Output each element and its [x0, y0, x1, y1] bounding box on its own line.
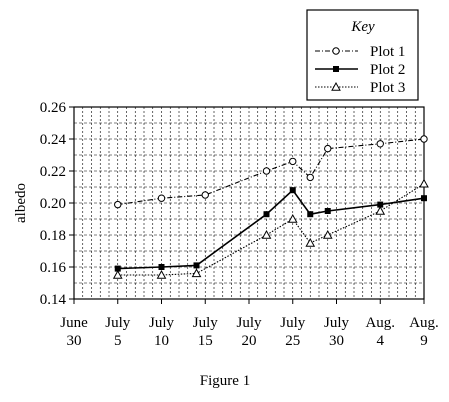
- x-tick-label-day: 5: [114, 333, 122, 349]
- plot-1-point: [114, 200, 122, 209]
- legend: Key Plot 1 Plot 2 Plot 3: [306, 9, 419, 101]
- plot-3-point: [261, 229, 272, 239]
- y-axis-label: albedo: [13, 183, 29, 223]
- x-tick-label-month: July: [324, 315, 350, 331]
- x-tick-label-month: Aug.: [365, 315, 395, 331]
- y-tick-label: 0.26: [40, 100, 67, 116]
- plot-3-point: [112, 269, 123, 279]
- plot-1-point: [289, 157, 297, 166]
- legend-plot-2-marker: [333, 66, 339, 72]
- plot-2-point: [289, 187, 296, 194]
- x-tick-label-day: 30: [67, 333, 82, 349]
- plot-1-point: [157, 194, 166, 202]
- plot-2-point: [421, 195, 427, 202]
- x-tick-label-month: July: [149, 315, 175, 331]
- plot-2-point: [193, 262, 200, 269]
- legend-plot-2-label: Plot 2: [370, 62, 405, 78]
- x-tick-label-day: 15: [198, 333, 213, 349]
- x-tick-label-day: 10: [154, 333, 169, 349]
- plot-3-point: [375, 205, 386, 215]
- plot-1-point: [262, 167, 271, 175]
- plot-2-point: [377, 201, 384, 208]
- legend-box: [306, 9, 419, 101]
- x-tick-label-day: 4: [377, 333, 385, 349]
- plot-3-point: [322, 229, 333, 239]
- plot-1-point: [306, 173, 314, 182]
- y-tick-label: 0.22: [40, 164, 66, 180]
- legend-title: Key: [350, 19, 375, 35]
- plot-3-point: [156, 269, 167, 279]
- legend-plot-3-label: Plot 3: [370, 80, 405, 96]
- plot-1-point: [324, 144, 332, 153]
- plot-3-point: [191, 268, 202, 278]
- x-tick-label-month: July: [236, 315, 262, 331]
- plot-1-point: [376, 140, 384, 148]
- plot-2-point: [307, 211, 314, 218]
- x-tick-label-month: July: [193, 315, 219, 331]
- series-lines: [112, 135, 429, 279]
- legend-plot-3-marker: [331, 81, 341, 91]
- plot-3-point: [287, 213, 298, 223]
- x-tick-label-day: 30: [329, 333, 344, 349]
- figure-caption: Figure 1: [200, 373, 250, 389]
- legend-plot-1-marker: [332, 47, 340, 55]
- y-tick-label: 0.14: [40, 292, 67, 308]
- plot-2-point: [114, 265, 121, 272]
- y-tick-label: 0.18: [40, 228, 66, 244]
- plot-1-point: [201, 191, 209, 199]
- plot-2-point: [324, 208, 331, 214]
- plot-1-point: [420, 135, 428, 143]
- plot-2-point: [263, 211, 270, 218]
- legend-plot-1-label: Plot 1: [370, 44, 405, 60]
- plot-3-point: [305, 237, 316, 247]
- x-tick-label-month: July: [280, 315, 306, 331]
- grid: [74, 107, 424, 299]
- axis-ticks: 0.14 0.16 0.18 0.20 0.22 0.24 0.26 June 30 July 5 J…: [40, 100, 439, 349]
- y-tick-label: 0.16: [40, 260, 67, 276]
- plot-1-line: [117, 138, 425, 206]
- x-tick-label-day: 9: [420, 333, 428, 349]
- x-tick-label-day: 25: [285, 333, 300, 349]
- x-tick-label-month: Aug.: [409, 315, 439, 331]
- y-tick-label: 0.24: [40, 132, 67, 148]
- y-tick-label: 0.20: [40, 196, 66, 212]
- plot-2-point: [158, 264, 165, 270]
- plot-3-point: [419, 178, 429, 188]
- x-tick-label-month: June: [60, 315, 88, 331]
- x-tick-label-month: July: [105, 315, 131, 331]
- x-tick-label-day: 20: [242, 333, 257, 349]
